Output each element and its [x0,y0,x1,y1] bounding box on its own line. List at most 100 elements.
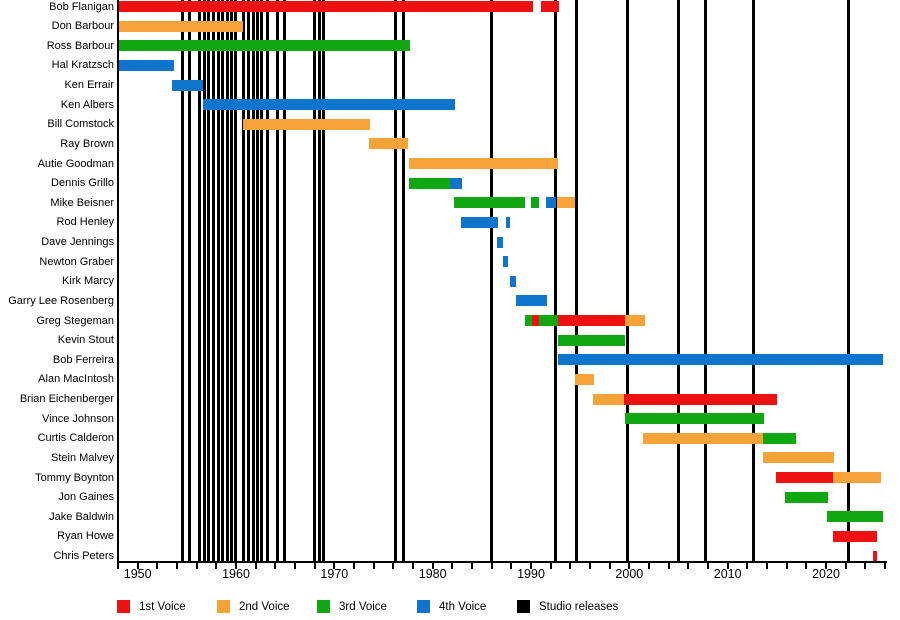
timeline-bar-2nd-voice [118,20,243,32]
member-label: Brian Eichenberger [19,393,114,405]
timeline-bar-3rd-voice [826,511,884,523]
axis-tick [589,563,591,569]
studio-release-line [847,0,851,561]
timeline-bar-1st-voice [624,393,777,405]
member-label: Greg Stegeman [36,314,114,327]
legend-label: 4th Voice [439,601,487,613]
member-label: Ray Brown [60,137,114,150]
studio-release-line [206,0,210,561]
axis-tick [392,563,395,569]
studio-release-line [751,0,755,561]
studio-release-line [677,0,680,561]
studio-release-line [211,0,215,561]
axis-tick [412,563,414,569]
axis-tick [471,563,473,569]
studio-release-line [490,0,494,561]
legend-label: 3rd Voice [339,601,387,613]
axis-tick [451,563,454,569]
member-label: Dave Jennings [41,236,114,248]
legend-swatch-3rd-icon [317,600,330,613]
axis-tick [313,563,316,569]
studio-release-line [322,0,326,561]
legend-label: 1st Voice [139,601,186,613]
axis-tick [549,563,552,569]
axis-tick [884,563,886,569]
studio-release-line [318,0,322,561]
axis-tick [667,563,670,569]
timeline-bar-4th-voice [506,216,511,228]
studio-release-line [220,0,224,561]
timeline-bar-2nd-voice [409,158,558,169]
studio-release-line [216,0,220,561]
timeline-bar-3rd-voice [525,315,532,326]
axis-year-label: 2000 [615,567,644,581]
axis-tick [294,563,296,569]
axis-tick [510,563,513,569]
member-label: Alan MacIntosh [38,373,114,386]
timeline-bar-4th-voice [503,256,509,268]
member-label: Vince Johnson [42,412,114,425]
axis-tick [353,563,355,569]
axis-tick [785,563,788,569]
member-label: Stein Malvey [51,451,114,464]
timeline-bar-1st-voice [531,315,539,326]
axis-tick [333,563,336,569]
legend-swatch-4th-icon [417,600,430,613]
axis-tick [215,563,218,569]
timeline-bar-3rd-voice [763,432,796,444]
axis-tick [117,563,119,569]
member-label: Mike Beisner [50,196,114,209]
axis-tick [274,563,277,569]
timeline-bar-3rd-voice [454,197,526,209]
member-label: Bill Comstock [47,118,114,131]
studio-release-line [313,0,317,561]
timeline-bar-2nd-voice [763,452,834,464]
studio-release-line [256,0,260,561]
y-axis-line [117,0,119,562]
member-label: Kirk Marcy [62,275,114,288]
axis-tick [844,563,847,569]
timeline-bar-1st-voice [557,315,626,326]
studio-release-line [225,0,229,561]
studio-release-line [181,0,185,561]
member-label: Ken Albers [60,98,114,111]
axis-tick [766,563,768,569]
timeline-bar-1st-voice [873,550,878,562]
studio-release-line [554,0,558,561]
timeline-bar-4th-voice [510,275,517,287]
member-label: Ken Errair [64,79,114,91]
member-label: Tommy Boynton [35,471,114,484]
axis-tick [726,563,729,569]
timeline-bar-3rd-voice [784,491,828,503]
legend-label: 2nd Voice [239,601,290,613]
axis-tick [628,563,631,569]
axis-year-label: 1960 [222,567,250,581]
axis-year-label: 2010 [713,567,742,581]
axis-tick [431,563,434,569]
member-label: Rod Henley [56,216,114,229]
timeline-bar-4th-voice [516,295,547,307]
timeline-bar-4th-voice [557,354,884,366]
timeline-bar-4th-voice [461,216,498,228]
timeline-bar-3rd-voice [557,334,626,346]
axis-tick [490,563,493,569]
timeline-bar-4th-voice [202,99,456,111]
axis-tick [254,563,257,569]
timeline-bar-4th-voice [172,79,203,91]
axis-year-label: 1990 [517,567,545,581]
studio-release-line [275,0,279,561]
axis-tick [176,563,178,569]
studio-release-line [252,0,256,561]
axis-tick [687,563,690,569]
member-label: Garry Lee Rosenberg [8,294,114,307]
member-label: Hal Kratzsch [51,59,114,72]
axis-year-label: 2020 [812,567,840,581]
legend-swatch-2nd-icon [217,600,230,613]
studio-release-line [247,0,251,561]
timeline-bar-2nd-voice [625,315,646,326]
timeline-bar-3rd-voice [118,40,411,52]
axis-year-label: 1950 [123,567,152,581]
axis-tick [136,563,139,569]
legend-label: Studio releases [539,601,619,613]
timeline-bar-2nd-voice [575,373,594,385]
